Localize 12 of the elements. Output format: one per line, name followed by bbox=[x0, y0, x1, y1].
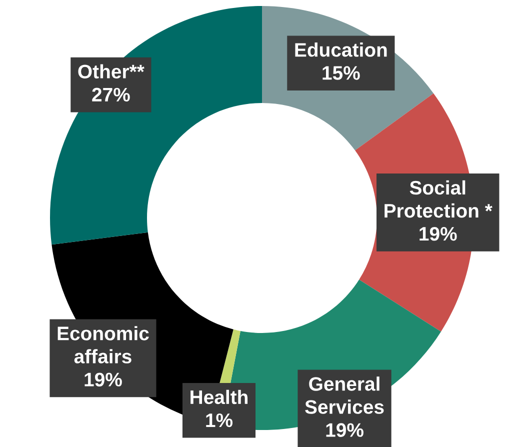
slice-label: Education bbox=[295, 42, 387, 57]
data-label: 27% bbox=[92, 88, 130, 102]
data-label: 19% bbox=[326, 423, 364, 437]
data-label: 19% bbox=[84, 372, 122, 386]
data-label: 19% bbox=[420, 226, 457, 241]
slice-label: Health bbox=[190, 390, 248, 404]
slice-label: Other** bbox=[78, 64, 144, 79]
data-label: 1% bbox=[206, 413, 233, 428]
slice-label: Social Protection * bbox=[384, 180, 492, 218]
slice-label: General Services bbox=[305, 376, 384, 414]
data-label: 15% bbox=[322, 66, 360, 80]
slice-label: Economic affairs bbox=[58, 326, 149, 364]
